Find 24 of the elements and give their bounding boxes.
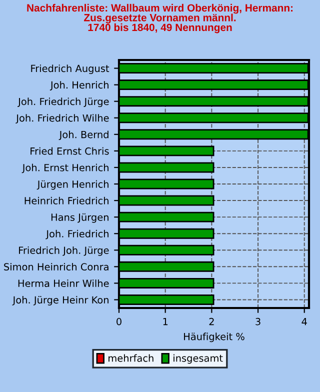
y-tick-label: Joh. Ernst Henrich xyxy=(22,164,108,174)
x-tick-label: 1 xyxy=(163,318,168,326)
y-tick-label: Joh. Henrich xyxy=(50,81,108,90)
chart-title: Nachfahrenliste: Wallbaum wird Oberkönig, Hermann: Zus.gesetzte Vornamen männl. 1740 bis 1840, 49 Nennungen xyxy=(27,4,293,34)
y-tick-label: Joh. Friedrich xyxy=(46,230,108,240)
x-axis-title: Häufigkeit % xyxy=(184,332,244,342)
y-tick-label: Simon Heinrich Conra xyxy=(4,262,108,270)
x-tick-label: 3 xyxy=(256,318,260,326)
legend-label: insgesamt xyxy=(174,354,223,364)
x-tick-label: 4 xyxy=(302,318,307,326)
y-tick-label: Hans Jürgen xyxy=(51,213,108,223)
y-tick-label: Joh. Bernd xyxy=(58,130,108,140)
y-tick-label: Friedrich August xyxy=(31,64,110,74)
y-tick-label: Joh. Friedrich Wilhe xyxy=(16,114,109,124)
y-tick-label: Fried Ernst Chris xyxy=(30,147,109,155)
y-tick-label: Heinrich Friedrich xyxy=(24,196,108,204)
y-tick-label: Jürgen Henrich xyxy=(36,180,108,190)
y-tick-label: Herma Heinr Wilhe xyxy=(18,280,109,288)
y-tick-label: Joh. Friedrich Jürge xyxy=(18,98,109,108)
legend-label: mehrfach xyxy=(108,354,154,362)
x-tick-label: 2 xyxy=(209,318,214,326)
x-tick-label: 0 xyxy=(116,318,122,326)
y-tick-label: Friedrich Joh. Jürge xyxy=(19,246,109,256)
y-tick-label: Joh. Jürge Heinr Kon xyxy=(12,296,108,306)
